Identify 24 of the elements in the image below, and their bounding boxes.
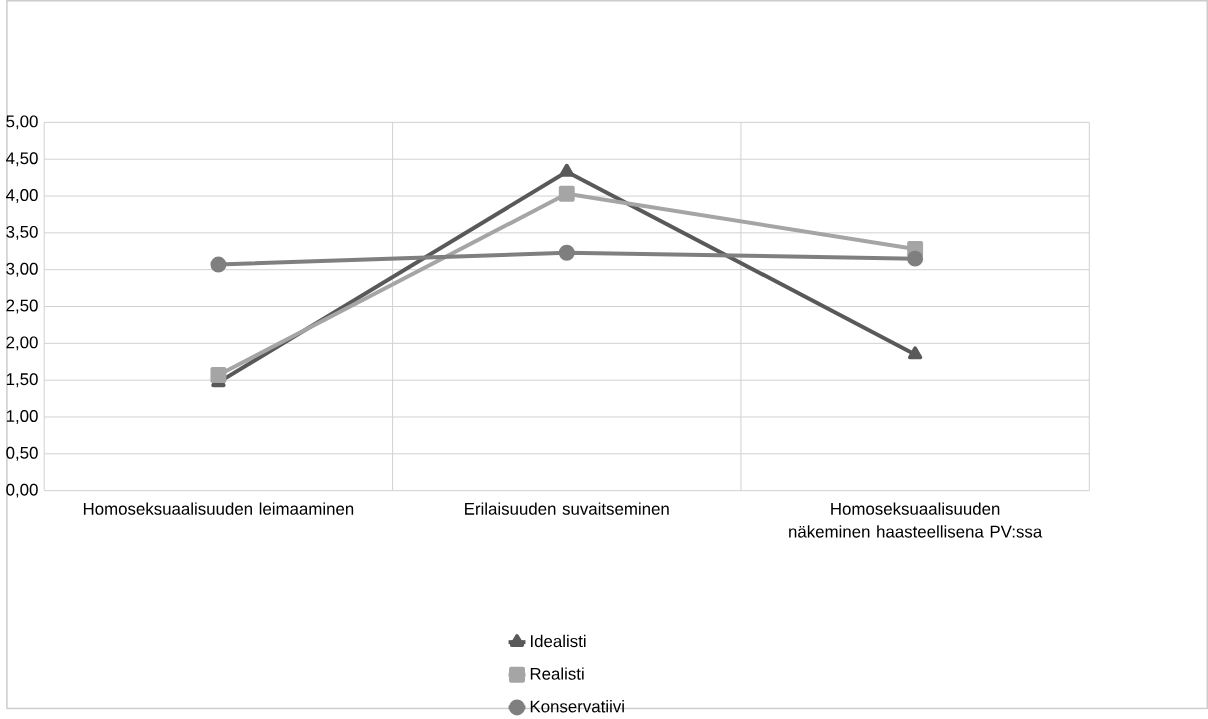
- point: [210, 367, 227, 384]
- legend-label: Realisti: [530, 667, 584, 680]
- point: [558, 244, 575, 261]
- y-tick-label: 5,00: [6, 115, 38, 130]
- point: [907, 250, 924, 267]
- point: [559, 163, 574, 177]
- y-tick-label: 4,50: [6, 152, 38, 167]
- y-tick-label: 2,50: [6, 299, 38, 314]
- point: [558, 185, 575, 202]
- y-tick-label: 3,50: [6, 226, 38, 240]
- x-tick-label: Homoseksuaalisuuden näkeminen haasteellisena PV:ssa: [789, 502, 1043, 538]
- y-tick-label: 1,00: [6, 410, 38, 425]
- y-tick-label: 0,50: [6, 446, 38, 461]
- y-tick-label: 2,00: [6, 336, 38, 351]
- x-tick-label: Homoseksuaalisuuden leimaaminen: [83, 502, 354, 515]
- point: [210, 256, 227, 273]
- legend-label: Konservatiivi: [530, 700, 624, 713]
- y-tick-label: 1,50: [6, 373, 38, 388]
- point: [907, 346, 923, 360]
- y-tick-label: 0,00: [6, 483, 38, 498]
- legend-label: Idealisti: [531, 634, 586, 648]
- y-tick-label: 3,00: [6, 262, 38, 277]
- y-tick-label: 4,00: [6, 189, 38, 204]
- x-tick-label: Erilaisuuden suvaitseminen: [465, 502, 669, 515]
